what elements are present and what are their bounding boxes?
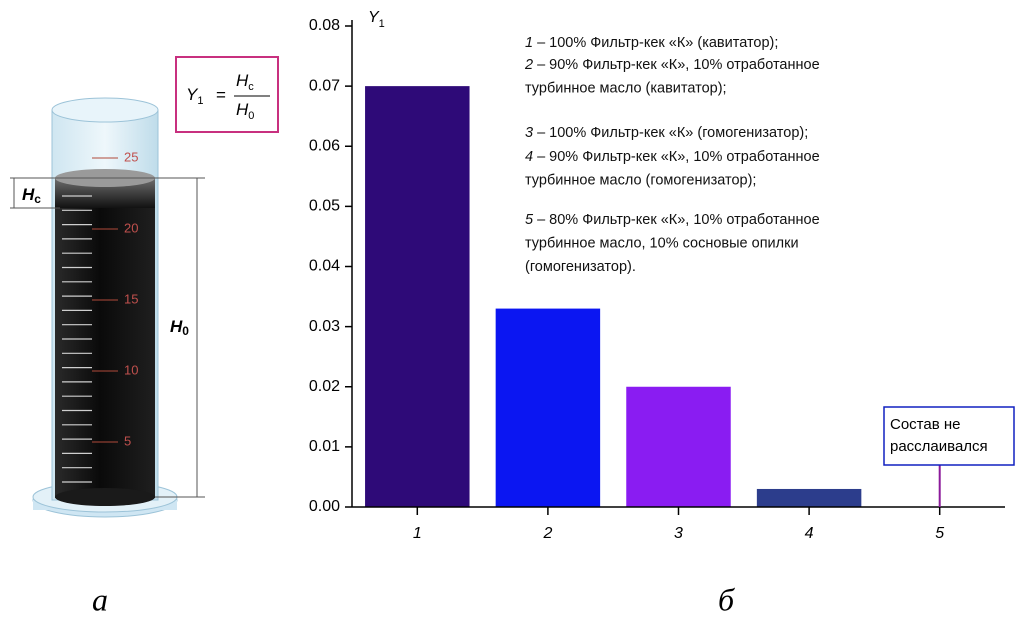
note-text: – 100% Фильтр-кек «К» (гомогенизатор); (537, 125, 808, 141)
formula-num-sub: c (248, 81, 254, 93)
note-line: турбинное масло (гомогенизатор); (525, 172, 756, 188)
cylinder: 25 20 15 10 5 (32, 97, 178, 518)
note-text: – 90% Фильтр-кек «К», 10% отработанное (537, 57, 820, 73)
scale-label: 15 (124, 291, 138, 306)
note-text: турбинное масло, 10% сосновые опилки (525, 235, 799, 251)
hc-main: H (22, 185, 35, 204)
h0-sub: 0 (182, 324, 189, 338)
note-line: 5– 80% Фильтр-кек «К», 10% отработанное (525, 212, 820, 228)
scale-label: 10 (124, 362, 138, 377)
annotation-text: расслаивался (890, 438, 988, 455)
formula-num-h: H (236, 71, 249, 90)
annotation-box (883, 406, 1015, 466)
bar (626, 386, 731, 507)
formula-num: Hc (236, 71, 254, 92)
formula-den-sub: 0 (248, 110, 254, 122)
bar (495, 308, 601, 507)
note-number: 5 (525, 212, 534, 228)
x-tick-label: 4 (805, 525, 814, 542)
note-line: 4– 90% Фильтр-кек «К», 10% отработанное (525, 149, 820, 165)
note-line: (гомогенизатор). (525, 259, 636, 275)
panel-label-a: а (92, 581, 108, 617)
y-tick-label: 0.04 (309, 258, 340, 275)
formula-y: Y (186, 85, 199, 104)
note-number: 1 (525, 35, 533, 51)
x-tick-label: 2 (542, 525, 552, 542)
note-text: – 80% Фильтр-кек «К», 10% отработанное (537, 212, 820, 228)
y-tick-label: 0.08 (309, 17, 340, 34)
y-tick-label: 0.00 (309, 498, 340, 515)
panel-label-b: б (718, 581, 735, 617)
note-text: – 90% Фильтр-кек «К», 10% отработанное (537, 149, 820, 165)
h0-label: H0 (170, 317, 189, 338)
note-text: турбинное масло (гомогенизатор); (525, 172, 756, 188)
y-tick-label: 0.07 (309, 77, 340, 94)
scale-label: 5 (124, 433, 131, 448)
bar (365, 86, 470, 507)
graduations: 25 20 15 10 5 (62, 149, 138, 483)
y-tick-label: 0.06 (309, 137, 340, 154)
formula-den-h: H (236, 100, 249, 119)
formula-eq: = (216, 85, 226, 104)
note-text: (гомогенизатор). (525, 259, 636, 275)
notes-background (515, 25, 935, 290)
y-tick-label: 0.02 (309, 378, 340, 395)
hc-label: Hc (22, 185, 41, 206)
scale-label: 25 (124, 149, 138, 164)
h0-main: H (170, 317, 183, 336)
note-line: турбинное масло, 10% сосновые опилки (525, 235, 799, 251)
note-number: 4 (525, 149, 533, 165)
formula-den: H0 (236, 100, 254, 121)
note-line: турбинное масло (кавитатор); (525, 80, 727, 96)
x-tick-label: 3 (674, 525, 683, 542)
hc-sub: c (34, 192, 41, 206)
note-text: турбинное масло (кавитатор); (525, 80, 727, 96)
note-number: 3 (525, 125, 533, 141)
y-axis-label: Y1 (368, 9, 385, 30)
x-tick-label: 5 (935, 525, 944, 542)
y-tick-label: 0.05 (309, 198, 340, 215)
formula-lhs: Y1 (186, 85, 203, 106)
note-number: 2 (524, 57, 533, 73)
y-tick-label: 0.01 (309, 438, 340, 455)
annotation-text: Состав не (890, 416, 960, 433)
y-label-main: Y (368, 9, 380, 26)
chart: 0.00 0.01 0.02 0.03 0.04 0.05 0.06 0.07 0.08 1 2 3 4… (309, 17, 1015, 542)
note-line: 3– 100% Фильтр-кек «К» (гомогенизатор); (525, 125, 808, 141)
bar (756, 488, 862, 507)
formula: Y1 = Hc H0 (175, 56, 279, 133)
scale-label: 20 (124, 220, 138, 235)
note-line: 2– 90% Фильтр-кек «К», 10% отработанное (524, 57, 820, 73)
note-line: 1– 100% Фильтр-кек «К» (кавитатор); (525, 35, 778, 51)
y-label-sub: 1 (379, 18, 385, 30)
x-tick-label: 1 (413, 525, 422, 542)
note-text: – 100% Фильтр-кек «К» (кавитатор); (537, 35, 778, 51)
y-tick-label: 0.03 (309, 318, 340, 335)
formula-y-sub: 1 (197, 95, 203, 107)
